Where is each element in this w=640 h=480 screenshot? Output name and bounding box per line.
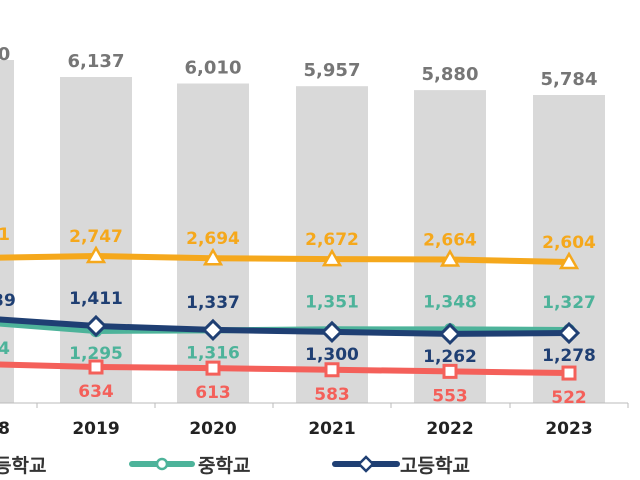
data-label: 2,747 [69, 227, 123, 247]
line-0 [0, 253, 570, 266]
data-label: 1,411 [69, 289, 123, 309]
data-label: 583 [314, 385, 350, 405]
data-label: 2,694 [186, 229, 240, 249]
x-tick-label-2019: 2019 [72, 419, 119, 439]
data-label: 1,295 [69, 344, 123, 364]
marker-diamond [320, 320, 344, 344]
legend-marker-circle-icon [155, 457, 169, 471]
marker-triangle [202, 247, 224, 266]
marker-square [442, 363, 458, 379]
marker-square [561, 365, 577, 381]
data-label-partial: 4 [0, 339, 10, 359]
data-label: 1,262 [423, 347, 477, 367]
bar-2019 [60, 77, 132, 403]
data-label: 1,337 [186, 293, 240, 313]
bar-label-2020: 6,010 [185, 57, 242, 78]
bar-label-2023: 5,784 [541, 69, 598, 90]
marker-square [88, 359, 104, 375]
bar-label-2019: 6,137 [68, 51, 125, 72]
marker-square [205, 360, 221, 376]
line-3 [0, 361, 570, 377]
data-label-partial: 1 [0, 225, 10, 245]
data-label: 522 [551, 388, 587, 408]
x-tick-label-2023: 2023 [545, 419, 592, 439]
data-label: 2,672 [305, 230, 359, 250]
marker-square [324, 362, 340, 378]
marker-triangle [558, 251, 580, 270]
bar-2021 [296, 86, 368, 404]
data-label: 1,278 [542, 346, 596, 366]
x-tick-label-2020: 2020 [189, 419, 236, 439]
marker-diamond [84, 314, 108, 338]
data-label: 553 [432, 386, 468, 406]
legend-label-high: 고등학교 [400, 455, 470, 477]
line-2 [0, 316, 570, 337]
data-label: 2,664 [423, 230, 477, 250]
data-label-partial: 39 [0, 291, 16, 311]
x-tick-label-2022: 2022 [426, 419, 473, 439]
data-label: 1,351 [305, 292, 359, 312]
marker-diamond [201, 318, 225, 342]
bar-label-partial: 0 [0, 44, 10, 65]
bar-label-2021: 5,957 [304, 60, 361, 81]
bar-2023 [533, 95, 605, 404]
marker-triangle [85, 245, 107, 264]
data-label: 634 [78, 382, 114, 402]
x-tick-label-2021: 2021 [308, 419, 355, 439]
bar-2022 [414, 90, 486, 404]
data-label: 613 [195, 383, 231, 403]
marker-diamond [557, 321, 581, 345]
bar-label-2022: 5,880 [422, 64, 479, 85]
data-label: 1,316 [186, 343, 240, 363]
data-label: 2,604 [542, 233, 596, 253]
legend-label-elementary: 등학교 [0, 455, 46, 477]
marker-triangle [321, 248, 343, 267]
marker-diamond [438, 322, 462, 346]
legend-label-middle: 중학교 [198, 455, 250, 477]
data-label: 1,327 [542, 293, 596, 313]
data-label: 1,300 [305, 345, 359, 365]
marker-triangle [439, 248, 461, 267]
x-tick-label-partial: 8 [0, 419, 10, 439]
legend-marker-diamond-icon [357, 455, 375, 473]
bar-2020 [177, 83, 249, 404]
data-label: 1,348 [423, 292, 477, 312]
